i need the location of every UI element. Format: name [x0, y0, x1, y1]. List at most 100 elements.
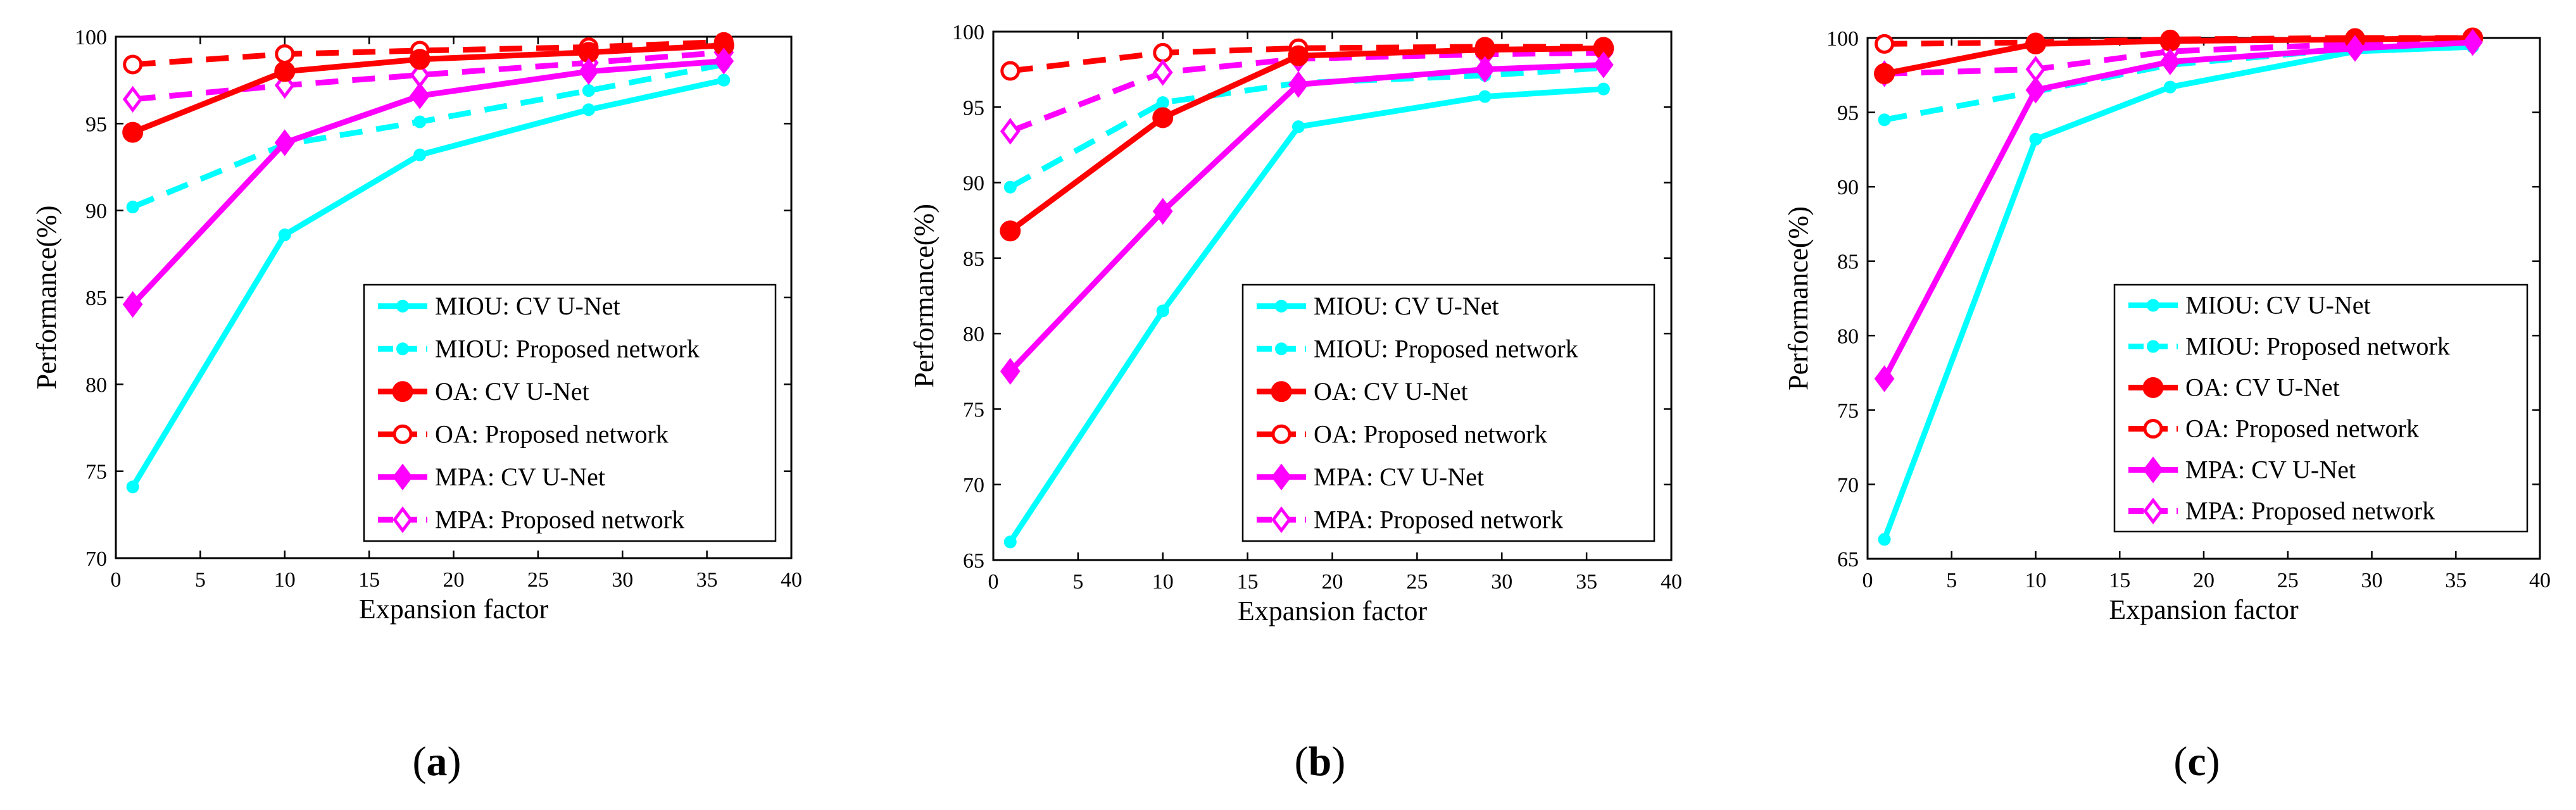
- legend-marker: [2143, 497, 2163, 525]
- legend: MIOU: CV U-Net MIOU: Proposed network OA: …: [1241, 284, 1656, 542]
- x-tick-label: 20: [2193, 569, 2215, 592]
- data-point: [1003, 180, 1017, 194]
- x-tick-label: 30: [1491, 570, 1512, 594]
- data-point: [2345, 35, 2365, 62]
- data-point: [582, 84, 595, 97]
- legend-box: [1241, 284, 1656, 542]
- x-axis-label: Expansion factor: [359, 594, 549, 625]
- y-tick-label: 75: [1837, 399, 1859, 423]
- legend-label: OA: Proposed network: [435, 420, 669, 448]
- data-point: [278, 228, 291, 242]
- data-point: [409, 49, 430, 70]
- legend-marker: [392, 381, 413, 402]
- panel-letter: c: [2187, 738, 2206, 785]
- y-tick-label: 65: [1837, 548, 1859, 571]
- data-point: [126, 480, 139, 494]
- legend-marker: [393, 506, 413, 533]
- series-line: [131, 61, 725, 210]
- legend-label: OA: Proposed network: [1314, 420, 1547, 448]
- data-point: [1000, 61, 1021, 81]
- legend-marker: [396, 342, 409, 356]
- series-miou-cv-u-net: [126, 73, 731, 494]
- x-tick-label: 35: [696, 568, 718, 592]
- data-point: [274, 129, 295, 156]
- legend-label: MPA: CV U-Net: [2185, 456, 2356, 484]
- data-point: [122, 290, 143, 318]
- data-point: [123, 54, 143, 75]
- y-tick-label: 90: [85, 200, 107, 223]
- x-tick-label: 40: [2529, 569, 2551, 592]
- x-tick-label: 25: [527, 568, 549, 592]
- x-tick-label: 5: [1072, 570, 1083, 594]
- x-tick-label: 10: [2025, 569, 2047, 592]
- x-tick-label: 0: [988, 570, 999, 594]
- legend-box: [363, 284, 777, 542]
- legend-marker: [1271, 424, 1291, 444]
- legend-label: MIOU: CV U-Net: [435, 292, 620, 320]
- data-point: [1874, 365, 1895, 392]
- x-tick-label: 10: [274, 568, 296, 592]
- panel-paren: (: [1295, 738, 1309, 785]
- data-point: [126, 201, 139, 214]
- legend-marker: [2142, 377, 2164, 398]
- data-point: [1474, 56, 1495, 83]
- legend-marker: [396, 299, 409, 313]
- y-tick-label: 85: [85, 287, 107, 310]
- legend-marker: [393, 463, 413, 490]
- series-mpa-cv-u-net: [1874, 28, 2483, 392]
- x-tick-label: 25: [1406, 570, 1428, 594]
- y-tick-label: 70: [85, 547, 107, 571]
- y-tick-label: 65: [963, 549, 984, 573]
- legend-label: MPA: Proposed network: [1314, 505, 1563, 533]
- x-tick-label: 25: [2277, 569, 2299, 592]
- legend-label: MPA: Proposed network: [435, 505, 684, 533]
- panel-paren: ): [2206, 738, 2220, 785]
- panel-caption: (c): [2173, 738, 2220, 785]
- data-point: [1478, 90, 1492, 103]
- data-point: [1153, 42, 1173, 63]
- data-point: [1593, 51, 1614, 78]
- y-tick-label: 70: [963, 474, 984, 497]
- legend-marker: [1271, 381, 1292, 402]
- data-point: [2025, 33, 2046, 54]
- data-point: [1156, 96, 1169, 109]
- legend-marker: [2143, 419, 2163, 439]
- y-tick-label: 95: [85, 113, 107, 136]
- x-tick-label: 15: [2109, 569, 2130, 592]
- series-oa-cv-u-net: [122, 35, 734, 143]
- data-point: [2029, 132, 2042, 146]
- x-tick-label: 5: [1946, 569, 1957, 592]
- legend-marker: [2147, 340, 2159, 353]
- y-tick-label: 75: [85, 461, 107, 484]
- x-tick-label: 20: [443, 568, 465, 592]
- legend-label: OA: CV U-Net: [1314, 377, 1468, 406]
- series-mpa-cv-u-net: [1000, 51, 1614, 385]
- data-point: [579, 58, 599, 85]
- data-point: [122, 85, 143, 113]
- data-point: [2160, 48, 2180, 75]
- y-tick-label: 80: [85, 373, 107, 397]
- data-point: [1878, 113, 1891, 127]
- panel-caption: (a): [413, 738, 462, 785]
- data-point: [1152, 107, 1174, 128]
- data-point: [1000, 220, 1021, 242]
- series-oa-cv-u-net: [1000, 37, 1614, 242]
- data-point: [2159, 30, 2181, 52]
- legend-label: MPA: CV U-Net: [435, 463, 605, 491]
- x-tick-label: 10: [1152, 570, 1174, 594]
- x-tick-label: 20: [1322, 570, 1343, 594]
- legend-label: OA: CV U-Net: [2185, 373, 2340, 402]
- y-tick-label: 90: [963, 172, 984, 196]
- series-mpa-cv-u-net: [122, 47, 734, 318]
- series-miou-cv-u-net: [1003, 82, 1610, 549]
- legend-label: MIOU: Proposed network: [2185, 332, 2450, 361]
- panel-letter: b: [1309, 738, 1332, 785]
- data-point: [1152, 59, 1173, 86]
- y-tick-label: 75: [963, 398, 984, 421]
- data-point: [1003, 535, 1017, 549]
- x-axis-label: Expansion factor: [2109, 594, 2299, 625]
- data-point: [713, 47, 734, 75]
- chart-panel-c: 0 5 10 15 20 25 30 35 40 65 70 75 80 85 90 95 100 Expansi…: [1783, 27, 2551, 785]
